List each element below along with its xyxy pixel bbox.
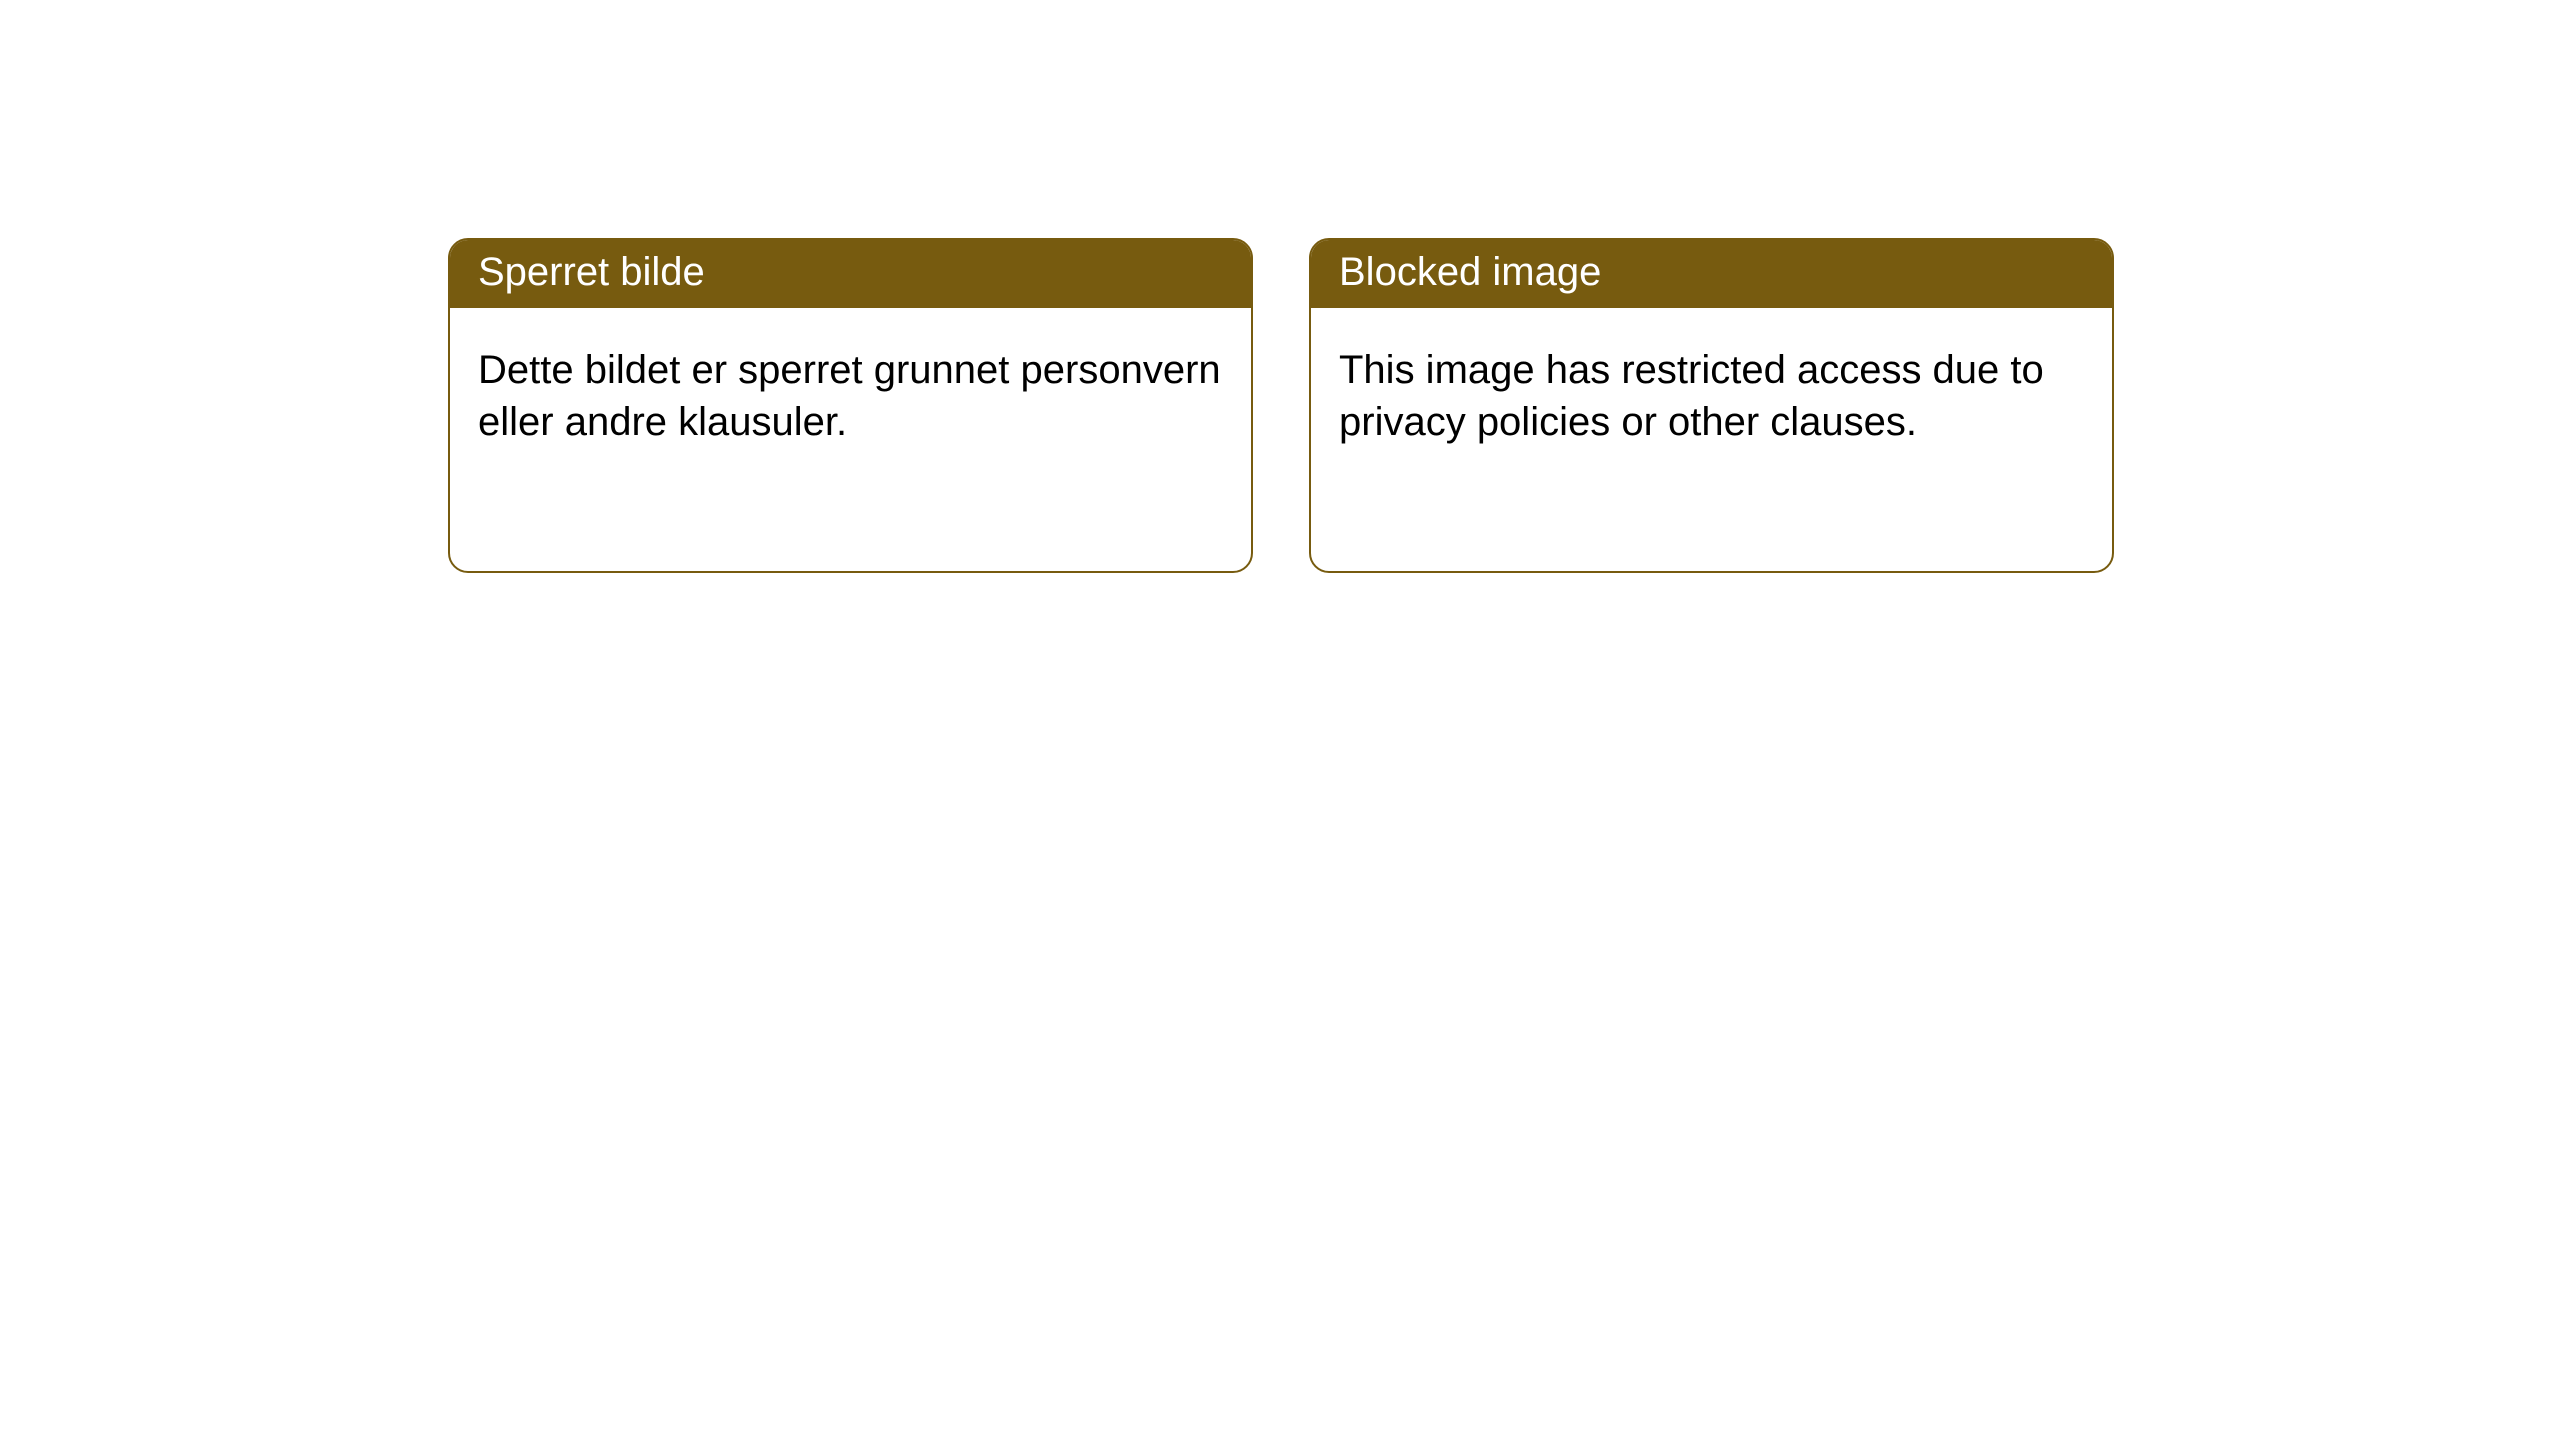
blocked-image-card-english: Blocked image This image has restricted … bbox=[1309, 238, 2114, 573]
notice-container: Sperret bilde Dette bildet er sperret gr… bbox=[0, 0, 2560, 573]
card-title-norwegian: Sperret bilde bbox=[450, 240, 1251, 308]
card-body-english: This image has restricted access due to … bbox=[1311, 308, 2112, 476]
blocked-image-card-norwegian: Sperret bilde Dette bildet er sperret gr… bbox=[448, 238, 1253, 573]
card-body-norwegian: Dette bildet er sperret grunnet personve… bbox=[450, 308, 1251, 476]
card-title-english: Blocked image bbox=[1311, 240, 2112, 308]
